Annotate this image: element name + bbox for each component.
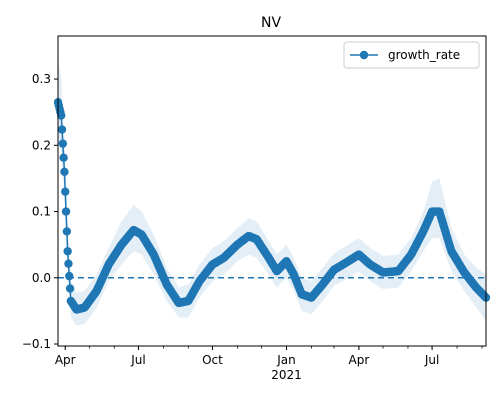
data-point: [61, 187, 70, 196]
x-tick-label: Jan: [276, 353, 296, 367]
x-tick-label: Apr: [349, 353, 370, 367]
data-point: [65, 284, 75, 293]
y-tick-label: 0.0: [32, 271, 51, 285]
chart-title: NV: [261, 15, 281, 31]
y-tick-label: −0.1: [22, 337, 51, 351]
y-tick-label: 0.1: [32, 205, 51, 219]
x-tick-year-label: 2021: [271, 368, 302, 382]
y-tick-label: 0.2: [32, 138, 51, 152]
axes-frame: [57, 35, 487, 347]
x-tick-label: Jul: [130, 353, 145, 367]
legend: growth_rate: [343, 41, 480, 69]
data-point: [57, 125, 67, 134]
data-point: [58, 139, 68, 148]
y-tick-label: 0.3: [32, 72, 51, 86]
x-tick-label: Oct: [202, 353, 223, 367]
x-tick-label: Jul: [424, 353, 439, 367]
data-point: [59, 153, 68, 162]
series-markers: [53, 98, 491, 314]
data-point: [61, 207, 71, 216]
data-point: [65, 271, 74, 281]
data-point: [64, 259, 73, 268]
data-point: [57, 111, 66, 120]
x-tick-label: Apr: [55, 353, 76, 367]
legend-box: [343, 41, 480, 69]
data-point: [62, 227, 72, 236]
data-point: [60, 167, 69, 176]
data-point: [63, 247, 72, 256]
legend-marker-swatch: [359, 50, 369, 60]
confidence-band: [58, 59, 486, 326]
legend-label: growth_rate: [388, 48, 460, 62]
